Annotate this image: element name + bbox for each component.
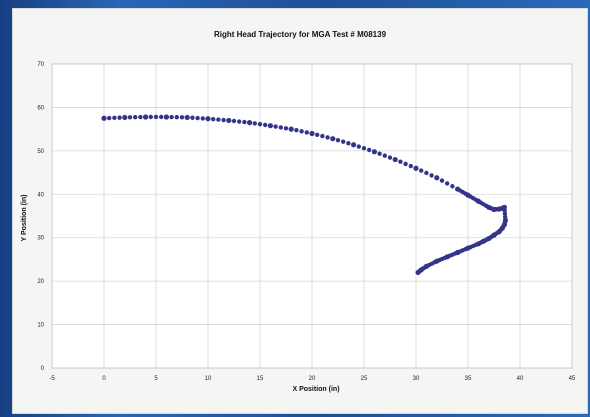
y-tick-label: 60: [37, 105, 44, 111]
y-axis-title: Y Position (in): [21, 195, 28, 242]
data-point: [205, 116, 211, 122]
data-point: [501, 204, 507, 210]
trajectory-marker: [216, 117, 221, 122]
trajectory-marker: [179, 115, 185, 120]
trajectory-marker: [148, 114, 153, 120]
trajectory-marker: [445, 181, 450, 186]
trajectory-marker: [429, 173, 434, 178]
trajectory-marker: [231, 118, 237, 124]
data-point: [434, 175, 440, 181]
trajectory-marker: [237, 119, 242, 124]
y-tick-label: 30: [37, 236, 44, 242]
trajectory-marker: [112, 115, 117, 121]
trajectory-marker: [325, 135, 330, 140]
x-tick-label: 40: [517, 376, 524, 382]
y-tick-label: 0: [41, 366, 45, 372]
data-point: [392, 156, 398, 163]
x-axis-title: X Position (in): [292, 386, 339, 393]
x-tick-label: 0: [102, 376, 106, 382]
trajectory-marker: [117, 115, 122, 120]
trajectory-marker: [502, 211, 508, 217]
data-point: [163, 114, 169, 120]
trajectory-marker: [133, 115, 138, 120]
x-tick-label: 15: [257, 376, 264, 382]
trajectory-marker: [294, 128, 299, 133]
trajectory-marker: [502, 208, 507, 213]
trajectory-marker: [190, 115, 195, 120]
trajectory-marker: [304, 130, 309, 135]
trajectory-marker: [382, 153, 387, 158]
x-tick-label: 5: [154, 376, 158, 382]
data-point: [267, 123, 273, 129]
tick-layer: -5 0 5 10 15 20 25 30 35 40 45 0 10 20 30 40 50 60 70: [37, 62, 576, 382]
data-point: [413, 165, 419, 171]
y-tick-label: 40: [37, 192, 44, 198]
trajectory-marker: [315, 132, 320, 137]
trajectory-marker: [346, 141, 351, 146]
trajectory-marker: [138, 114, 143, 120]
x-tick-label: 20: [309, 376, 316, 382]
data-point: [371, 149, 377, 155]
data-point: [184, 114, 190, 121]
y-tick-label: 20: [37, 279, 44, 285]
trajectory-marker: [273, 124, 278, 129]
trajectory-marker: [335, 138, 341, 143]
grid-layer: [51, 63, 573, 369]
data-point: [122, 114, 128, 121]
x-tick-label: 45: [569, 376, 576, 382]
data-point: [247, 120, 253, 126]
trajectory-marker: [159, 114, 164, 120]
trajectory-marker: [450, 184, 455, 189]
trajectory-marker: [263, 122, 268, 128]
data-point: [415, 269, 421, 276]
trajectory-marker: [419, 168, 424, 173]
x-tick-label: 25: [361, 376, 368, 382]
data-point: [351, 142, 357, 148]
x-tick-label: -5: [49, 376, 55, 382]
trajectory-marker: [195, 115, 200, 121]
trajectory-marker: [408, 163, 413, 169]
data-point: [226, 117, 232, 124]
trajectory-marker: [153, 114, 159, 120]
trajectory-marker: [169, 114, 174, 120]
trajectory-marker: [377, 151, 382, 156]
trajectory-marker: [439, 178, 445, 183]
trajectory-marker: [252, 121, 257, 126]
y-tick-label: 10: [37, 323, 44, 329]
data-point: [330, 136, 336, 142]
data-point: [101, 115, 107, 121]
trajectory-marker: [278, 125, 283, 130]
data-point: [288, 126, 294, 132]
y-tick-label: 50: [37, 149, 44, 155]
data-point: [143, 114, 149, 120]
trajectory-marker: [403, 161, 408, 167]
x-tick-label: 35: [465, 376, 472, 382]
trajectory-marker: [356, 144, 361, 149]
y-tick-label: 70: [37, 62, 44, 68]
trajectory-marker: [107, 115, 112, 121]
chart-title: Right Head Trajectory for MGA Test # M08…: [214, 30, 387, 39]
trajectory-marker: [320, 133, 325, 139]
x-tick-label: 30: [413, 376, 420, 382]
point-layer: [101, 114, 509, 276]
trajectory-marker: [257, 121, 263, 127]
trajectory-marker: [211, 116, 216, 122]
x-tick-label: 10: [205, 376, 212, 382]
trajectory-marker: [424, 170, 429, 176]
trajectory-marker: [242, 119, 247, 125]
trajectory-marker: [367, 147, 372, 153]
trajectory-marker: [361, 146, 367, 151]
trajectory-marker: [398, 159, 403, 164]
trajectory-marker: [387, 155, 393, 160]
trajectory-marker: [341, 139, 346, 144]
trajectory-marker: [283, 126, 289, 131]
trajectory-marker: [127, 115, 133, 120]
trajectory-marker: [221, 117, 226, 123]
trajectory-marker: [299, 129, 304, 134]
trajectory-marker: [174, 115, 179, 120]
trajectory-marker: [200, 116, 205, 121]
data-point: [309, 130, 315, 137]
